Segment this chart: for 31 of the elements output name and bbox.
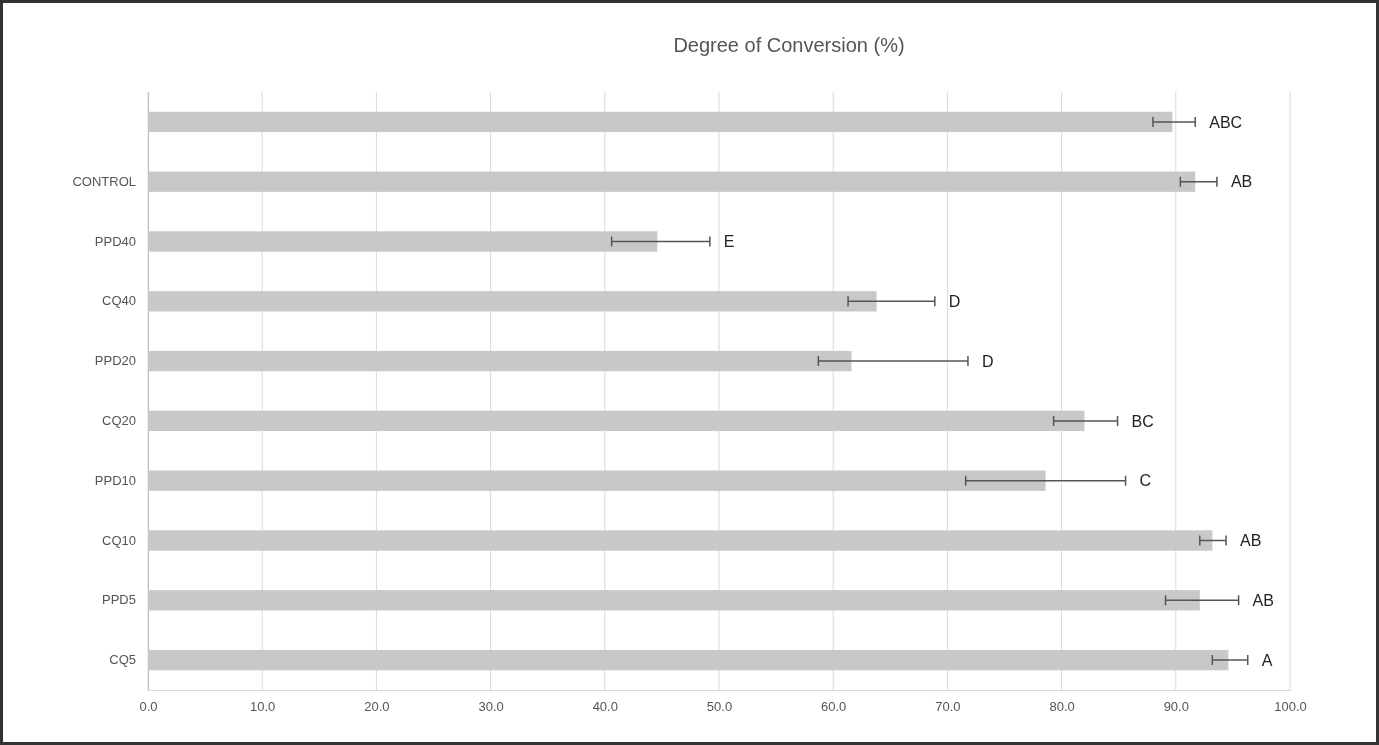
x-tick-label: 90.0 [1163,699,1189,715]
x-tick-label: 20.0 [364,699,390,715]
x-tick-label: 0.0 [139,699,158,715]
x-tick-label: 100.0 [1274,699,1307,715]
y-tick-label: CONTROL [72,173,136,189]
annotation: AB [1240,532,1262,550]
annotation: ABC [1209,113,1243,131]
y-tick-label: PPD10 [94,472,136,488]
y-tick-label: CQ5 [109,652,136,668]
y-tick-label: PPD20 [94,353,136,369]
annotation: E [723,233,735,251]
annotation: AB [1252,591,1274,609]
x-tick-label: 50.0 [706,699,733,715]
x-tick-label: 30.0 [478,699,504,715]
x-tick-label: 70.0 [935,699,961,715]
annotation: C [1139,472,1152,490]
y-tick-label: CQ20 [102,413,136,429]
x-tick-label: 80.0 [1049,699,1075,715]
y-tick-label: PPD40 [94,233,136,249]
annotation: BC [1131,412,1154,430]
x-tick-label: 40.0 [592,699,618,715]
annotation: A [1261,651,1273,669]
y-tick-label: CQ10 [102,532,136,548]
annotation: D [948,292,961,310]
y-tick-label: PPD5 [102,592,136,608]
y-tick-label: CQ40 [102,293,136,309]
x-tick-label: 10.0 [250,699,276,715]
annotation: D [981,352,994,370]
x-tick-label: 60.0 [821,699,847,715]
chart-title: Degree of Conversion (%) [673,34,905,56]
annotation: AB [1230,173,1253,191]
